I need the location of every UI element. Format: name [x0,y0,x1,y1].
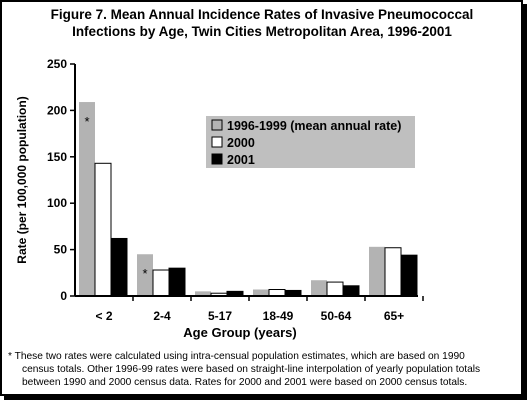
bar-18-49-series-1 [253,289,269,296]
x-tick-label-2: < 2 [95,309,112,323]
y-tick-label-250: 250 [47,57,67,71]
bar-50-64-series-2 [326,281,344,297]
x-tick-label-5-17: 5-17 [208,309,232,323]
y-axis-ticks: 0 50 100 150 200 250 [47,57,75,303]
bar-65-series-3 [400,254,418,297]
legend-swatch-2000 [211,136,223,148]
y-tick-label-150: 150 [47,150,67,164]
x-axis-label: Age Group (years) [183,325,296,340]
footnote-line3: between 1990 and 2000 census data. Rates… [22,377,467,388]
x-tick-label-2-4: 2-4 [153,309,171,323]
footnote-line1: * These two rates were calculated using … [8,351,465,362]
bar-2-4-series-2 [152,269,170,297]
legend-label-2001: 2001 [227,153,255,167]
legend-swatch-2001 [211,153,223,165]
annotation-asterisk-2: * [142,266,147,281]
bar-65-series-1 [369,246,385,296]
bars: ** [79,102,418,297]
legend: 1996-1999 (mean annual rate) 2000 2001 [206,116,415,168]
bar-2-series-2 [94,162,112,297]
y-tick-label-50: 50 [54,243,68,257]
x-tick-label-50-64: 50-64 [321,309,352,323]
bar-65-series-2 [384,247,402,297]
x-axis-tick-labels: < 2 2-4 5-17 18-49 50-64 65+ [95,296,424,323]
annotation-asterisk-1: * [84,114,89,129]
y-tick-label-0: 0 [60,289,67,303]
chart-title-line2: Infections by Age, Twin Cities Metropoli… [72,24,452,39]
x-tick-label-65: 65+ [384,309,404,323]
legend-background [206,116,415,168]
bar-2-4-series-1 [137,254,153,296]
bar-2-4-series-3 [168,267,186,297]
chart-title-line1: Figure 7. Mean Annual Incidence Rates of… [51,7,474,22]
footnote-line2: census totals. Other 1996-99 rates were … [22,364,480,375]
y-tick-label-200: 200 [47,103,67,117]
x-tick-label-18-49: 18-49 [263,309,294,323]
bar-2-series-3 [110,237,128,297]
bar-50-64-series-3 [342,285,360,297]
legend-swatch-1996-1999 [211,119,223,131]
legend-label-1996-1999: 1996-1999 (mean annual rate) [227,119,401,133]
legend-label-2000: 2000 [227,136,255,150]
y-axis-label: Rate (per 100,000 population) [15,96,29,263]
bar-5-17-series-1 [195,291,211,296]
bar-50-64-series-1 [311,280,327,296]
y-tick-label-100: 100 [47,196,67,210]
bar-2-series-1 [79,102,95,296]
